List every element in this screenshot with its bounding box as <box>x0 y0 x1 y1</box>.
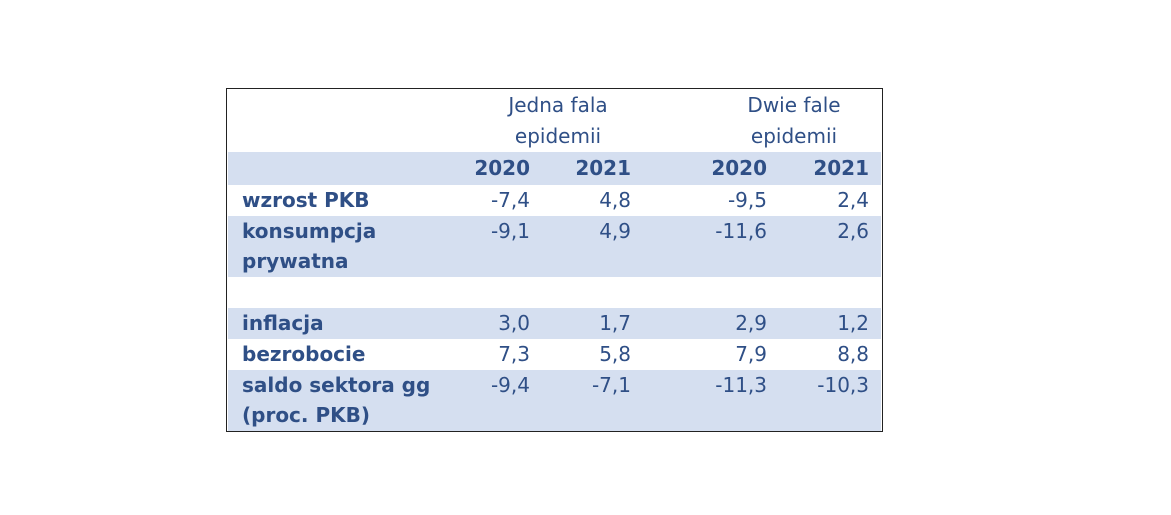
table-cell: 2,4 <box>837 188 869 212</box>
table-row: inflacja 3,0 1,7 2,9 1,2 <box>228 308 881 339</box>
table-cell: 4,8 <box>599 188 631 212</box>
group-header-one-wave: Jedna fala epidemii <box>458 90 658 152</box>
table-cell: 5,8 <box>599 342 631 366</box>
table-cell: -9,1 <box>490 219 530 243</box>
row-label-continued: prywatna <box>242 249 349 273</box>
year-header-row: 2020 2021 2020 2021 <box>228 152 881 185</box>
group-header-line1: Dwie fale <box>747 93 841 117</box>
table-cell: 1,2 <box>837 311 869 335</box>
table-cell: -11,3 <box>715 373 767 397</box>
spacer-row <box>228 277 881 308</box>
table-cell: -10,3 <box>817 373 869 397</box>
table-cell: 4,9 <box>599 219 631 243</box>
table-cell: 7,9 <box>735 342 767 366</box>
table-row: saldo sektora gg (proc. PKB) -9,4 -7,1 -… <box>228 370 881 431</box>
table-cell: 8,8 <box>837 342 869 366</box>
table-row: wzrost PKB -7,4 4,8 -9,5 2,4 <box>228 185 881 216</box>
row-label: bezrobocie <box>242 342 366 366</box>
table-cell: -9,5 <box>727 188 767 212</box>
table-row: konsumpcja prywatna -9,1 4,9 -11,6 2,6 <box>228 216 881 277</box>
row-label: wzrost PKB <box>242 188 370 212</box>
year-header: 2021 <box>575 156 631 180</box>
table-cell: 3,0 <box>498 311 530 335</box>
table-cell: -7,4 <box>490 188 530 212</box>
table-row: bezrobocie 7,3 5,8 7,9 8,8 <box>228 339 881 370</box>
forecast-table: Jedna fala epidemii Dwie fale epidemii 2… <box>226 88 883 432</box>
table-cell: 7,3 <box>498 342 530 366</box>
group-header-line2: epidemii <box>514 124 602 148</box>
group-header-line1: Jedna fala <box>508 93 608 117</box>
table-cell: 2,6 <box>837 219 869 243</box>
year-header: 2021 <box>813 156 869 180</box>
table-cell: 1,7 <box>599 311 631 335</box>
row-label: konsumpcja <box>242 219 377 243</box>
row-label: inflacja <box>242 311 324 335</box>
table-cell: -9,4 <box>490 373 530 397</box>
year-header: 2020 <box>474 156 530 180</box>
year-header: 2020 <box>711 156 767 180</box>
group-header-line2: epidemii <box>750 124 838 148</box>
table-cell: 2,9 <box>735 311 767 335</box>
row-label: saldo sektora gg <box>242 373 431 397</box>
table-cell: -7,1 <box>591 373 631 397</box>
row-label-continued: (proc. PKB) <box>242 403 371 427</box>
group-header-row: Jedna fala epidemii Dwie fale epidemii <box>228 90 881 152</box>
table-cell: -11,6 <box>715 219 767 243</box>
group-header-two-waves: Dwie fale epidemii <box>694 90 894 152</box>
